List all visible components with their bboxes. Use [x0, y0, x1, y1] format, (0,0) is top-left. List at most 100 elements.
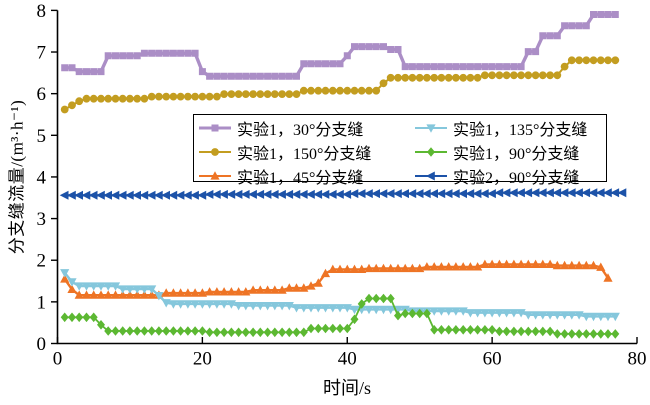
data-point [61, 11, 619, 80]
data-point [589, 56, 598, 65]
legend-item: 实验1，150°分支缝 [198, 140, 414, 164]
legend-label: 实验1，30°分支缝 [237, 122, 364, 139]
x-tick-label: 80 [628, 349, 647, 370]
legend-triangle-down-marker-icon [415, 124, 447, 133]
data-point [510, 71, 518, 80]
y-tick-label: 2 [37, 251, 47, 272]
data-point [321, 86, 330, 95]
legend-marker [211, 148, 219, 156]
data-point [227, 90, 236, 98]
y-tick-label: 5 [37, 126, 47, 147]
x-tick-label: 0 [53, 349, 63, 370]
data-point [611, 56, 620, 65]
data-point [184, 92, 192, 101]
data-point [459, 73, 468, 82]
data-point [502, 71, 511, 80]
data-point [118, 94, 127, 103]
data-point [60, 259, 613, 299]
data-series-layer [59, 11, 627, 339]
data-point [147, 92, 156, 101]
data-point [481, 71, 489, 80]
data-point [365, 86, 373, 95]
legend: 实验1，30°分支缝 实验1，150°分支缝 实验1，45°分支缝 实验1，13… [193, 114, 607, 187]
y-tick-label: 1 [37, 292, 47, 313]
data-point [553, 71, 562, 80]
legend-marker [426, 124, 436, 133]
y-tick-label: 0 [37, 334, 47, 355]
series-diamond [60, 293, 620, 339]
data-point [191, 92, 200, 101]
data-point [169, 92, 178, 101]
data-point [104, 94, 113, 103]
data-point [394, 73, 402, 82]
legend-circle-marker-icon [199, 148, 231, 156]
data-point [546, 71, 554, 80]
data-point [415, 73, 424, 82]
data-point [307, 86, 315, 95]
data-point [285, 90, 294, 98]
data-point [68, 101, 76, 110]
data-point [452, 73, 460, 82]
legend-square-marker-icon [199, 124, 231, 132]
legend-label: 实验1，90°分支缝 [453, 146, 580, 163]
data-point [437, 73, 446, 82]
data-point [357, 86, 366, 95]
data-point [270, 90, 279, 98]
data-point [140, 94, 149, 103]
series-line [63, 263, 609, 297]
data-point [205, 92, 214, 101]
data-point [430, 73, 439, 82]
y-tick-label: 6 [37, 84, 47, 105]
legend-item: 实验1，90°分支缝 [414, 140, 598, 164]
data-point [350, 86, 359, 95]
legend-diamond-marker-icon [415, 147, 447, 157]
data-point [89, 94, 98, 103]
data-point [278, 90, 286, 98]
x-tick-label: 60 [483, 349, 502, 370]
data-point [495, 71, 504, 80]
data-point [59, 188, 627, 200]
data-point [249, 90, 257, 98]
legend-item: 实验2，90°分支缝 [414, 164, 598, 188]
data-point [133, 94, 142, 103]
data-point [488, 71, 496, 80]
series-triangle-up [60, 259, 613, 299]
legend-label: 实验2，90°分支缝 [453, 170, 580, 187]
data-point [60, 105, 69, 114]
legend-marker [211, 124, 219, 132]
data-point [444, 73, 453, 82]
x-tick-label: 20 [193, 349, 212, 370]
legend-marker [427, 147, 435, 157]
data-point [386, 73, 395, 82]
data-point [538, 71, 547, 80]
series-square [61, 11, 619, 80]
series-triangle-left [59, 188, 627, 200]
data-point [82, 94, 91, 103]
data-point [336, 86, 344, 95]
data-point [567, 56, 576, 65]
data-point [596, 56, 605, 65]
data-point [111, 94, 120, 103]
legend-label: 实验1，45°分支缝 [237, 170, 364, 187]
legend-label: 实验1，150°分支缝 [237, 146, 372, 163]
data-point [97, 94, 105, 103]
data-point [524, 71, 533, 80]
data-point [234, 90, 243, 98]
data-point [292, 90, 301, 98]
data-point [328, 86, 337, 95]
data-point [408, 73, 417, 82]
legend-triangle-left-marker-icon [415, 171, 447, 181]
data-point [60, 269, 620, 322]
data-point [125, 94, 134, 103]
legend-item: 实验1，45°分支缝 [198, 164, 414, 188]
data-point [299, 86, 308, 95]
x-tick-label: 40 [338, 349, 357, 370]
data-point [263, 90, 272, 98]
data-point [582, 56, 591, 65]
data-point [560, 62, 569, 71]
y-tick-label: 4 [37, 167, 47, 188]
legend-label: 实验1，135°分支缝 [453, 122, 588, 139]
